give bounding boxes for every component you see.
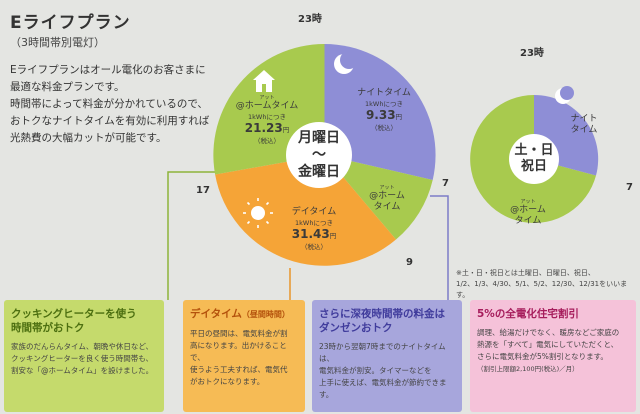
home-unit: 1kWhにつき <box>248 113 286 121</box>
day-yen: 円 <box>329 232 337 240</box>
card-body-line: がおトクになります。 <box>190 377 265 386</box>
card-body-line: （割引上限額2,100円(税込)／月） <box>477 365 579 373</box>
card-heading-line: ダンゼンおトク <box>319 322 393 334</box>
weekend-night-line: タイム <box>570 125 598 135</box>
hour-label-9: 9 <box>406 257 413 268</box>
card-body-line: 家族のだんらんタイム、朝晩や休日など、 <box>11 342 153 351</box>
card-body-line: クッキングヒーターを良く使う時間帯も、 <box>11 354 154 363</box>
moon-icon <box>334 51 358 74</box>
home-morning-label: アット @ホーム タイム <box>362 186 412 213</box>
moon-icon <box>555 86 574 104</box>
hour-label-17: 17 <box>196 185 210 196</box>
page-title: Eライフプラン <box>10 13 131 33</box>
page-subtitle: （3時間帯別電灯） <box>10 36 105 49</box>
card-body-line: 割安な「@ホームタイム」を設けました。 <box>11 366 154 375</box>
home-tax: （税込） <box>254 137 280 145</box>
day-title: デイタイム <box>291 207 337 217</box>
intro-line: おトクなナイトタイムを有効に利用すれば <box>10 115 210 127</box>
night-tax: （税込） <box>371 124 397 132</box>
card-body: 平日の昼間は、電気料金が割 高になります。出かけることで、 使うよう工夫すれば、… <box>190 328 298 388</box>
daytime-card: デイタイム（昼間時間） 平日の昼間は、電気料金が割 高になります。出かけることで… <box>183 300 305 412</box>
card-body: 23時から翌朝7時までのナイトタイムは、 電気料金が割安。タイマーなどを 上手に… <box>319 341 455 401</box>
day-price: 31.43 <box>291 227 330 241</box>
weekday-center-label: 月曜日 ～ 金曜日 <box>286 122 352 188</box>
card-heading: クッキングヒーターを使う 時間帯がおトク <box>11 307 157 335</box>
card-body: 家族のだんらんタイム、朝晩や休日など、 クッキングヒーターを良く使う時間帯も、 … <box>11 341 157 377</box>
center-line: ～ <box>312 146 326 163</box>
card-body-line: 電気料金が割安。タイマーなどを <box>319 366 432 375</box>
weekend-night-line: ナイト <box>570 114 598 124</box>
weekend-hour-label-7: 7 <box>626 182 633 193</box>
house-icon <box>253 70 275 92</box>
day-rate-label: デイタイム 1kWhにつき 31.43円 （税込） <box>278 207 350 253</box>
home-yen: 円 <box>282 126 290 134</box>
home-morning-line: タイム <box>373 202 401 212</box>
card-heading-line: さらに深夜時間帯の料金は <box>319 308 445 320</box>
card-heading-line: デイタイム <box>190 308 242 320</box>
card-heading-sub: （昼間時間） <box>241 310 290 319</box>
cooking-heater-card: クッキングヒーターを使う 時間帯がおトク 家族のだんらんタイム、朝晩や休日など、… <box>4 300 164 412</box>
intro-line: 光熱費の大幅カットが可能です。 <box>10 132 167 144</box>
night-yen: 円 <box>395 113 403 121</box>
all-electric-discount-card: 5%の全電化住宅割引 調理、給湯だけでなく、暖房などご家庭の 熱源を「すべて」電… <box>470 300 636 412</box>
hour-label-23: 23時 <box>298 14 322 25</box>
holiday-note: ※土・日・祝日とは土曜日、日曜日、祝日、 1/2、1/3、4/30、5/1、5/… <box>456 268 636 301</box>
night-segment <box>324 43 436 181</box>
day-segment <box>215 155 396 266</box>
card-body-line: 熱源を「すべて」電気にしていただくと、 <box>477 340 619 349</box>
card-body-line: 平日の昼間は、電気料金が割 <box>190 329 288 338</box>
intro-text: Eライフプランはオール電化のお客さまに 最適な料金プランです。 時間帯によって料… <box>10 62 225 147</box>
card-heading-line: クッキングヒーターを使う <box>11 308 137 320</box>
card-heading: さらに深夜時間帯の料金は ダンゼンおトク <box>319 307 455 335</box>
card-heading: デイタイム（昼間時間） <box>190 307 298 322</box>
home-rate-label: アット @ホームタイム 1kWhにつき 21.23円 （税込） <box>232 96 302 147</box>
home-title: @ホームタイム <box>235 101 299 111</box>
weekend-hour-label-23: 23時 <box>520 48 544 59</box>
home-ruby: アット <box>259 95 275 101</box>
sun-icon <box>243 198 273 228</box>
home-morning-segment <box>324 155 433 240</box>
card-body-line: 上手に使えば、電気料金が節約できます。 <box>319 378 447 399</box>
center-line: 土・日 <box>514 143 554 158</box>
card-body-line: 高になります。出かけることで、 <box>190 341 287 362</box>
night-unit: 1kWhにつき <box>365 100 403 108</box>
card-body-line: 使うよう工夫すれば、電気代 <box>190 365 288 374</box>
card-heading: 5%の全電化住宅割引 <box>477 307 629 321</box>
weekend-home-line: @ホーム <box>510 205 546 215</box>
weekend-home-line: タイム <box>514 216 542 226</box>
weekend-night-label: ナイト タイム <box>562 114 606 136</box>
hour-label-7: 7 <box>442 178 449 189</box>
connector-night <box>430 195 449 300</box>
home-price: 21.23 <box>244 121 283 135</box>
card-heading-line: 時間帯がおトク <box>11 322 85 334</box>
weekend-center-label: 土・日 祝日 <box>509 134 559 184</box>
home-morning-line: @ホーム <box>369 191 405 201</box>
center-line: 金曜日 <box>298 163 340 180</box>
card-body-line: 調理、給湯だけでなく、暖房などご家庭の <box>477 328 620 337</box>
center-line: 月曜日 <box>298 129 340 146</box>
card-body-line: さらに電気料金が5%割引となります。 <box>477 352 608 361</box>
center-line: 祝日 <box>520 159 547 174</box>
night-rate-card: さらに深夜時間帯の料金は ダンゼンおトク 23時から翌朝7時までのナイトタイムは… <box>312 300 462 412</box>
card-heading-line: 5%の全電化住宅割引 <box>477 308 579 320</box>
card-body: 調理、給湯だけでなく、暖房などご家庭の 熱源を「すべて」電気にしていただくと、 … <box>477 327 629 375</box>
night-price: 9.33 <box>365 108 396 122</box>
intro-line: 時間帯によって料金が分かれているので、 <box>10 98 208 110</box>
weekend-home-ruby: アット <box>520 199 536 205</box>
weekend-home-label: アット @ホーム タイム <box>500 200 556 227</box>
home-morning-ruby: アット <box>379 185 395 191</box>
day-tax: （税込） <box>301 243 327 251</box>
note-line: 1/2、1/3、4/30、5/1、5/2、12/30、12/31をいいます。 <box>456 280 628 299</box>
intro-line: Eライフプランはオール電化のお客さまに <box>10 64 206 76</box>
night-rate-label: ナイトタイム 1kWhにつき 9.33円 （税込） <box>344 88 424 134</box>
card-body-line: 23時から翌朝7時までのナイトタイムは、 <box>319 342 446 363</box>
note-line: ※土・日・祝日とは土曜日、日曜日、祝日、 <box>456 269 595 277</box>
night-title: ナイトタイム <box>357 88 411 98</box>
connector-home <box>167 171 218 300</box>
intro-line: 最適な料金プランです。 <box>10 81 125 93</box>
day-unit: 1kWhにつき <box>295 219 333 227</box>
